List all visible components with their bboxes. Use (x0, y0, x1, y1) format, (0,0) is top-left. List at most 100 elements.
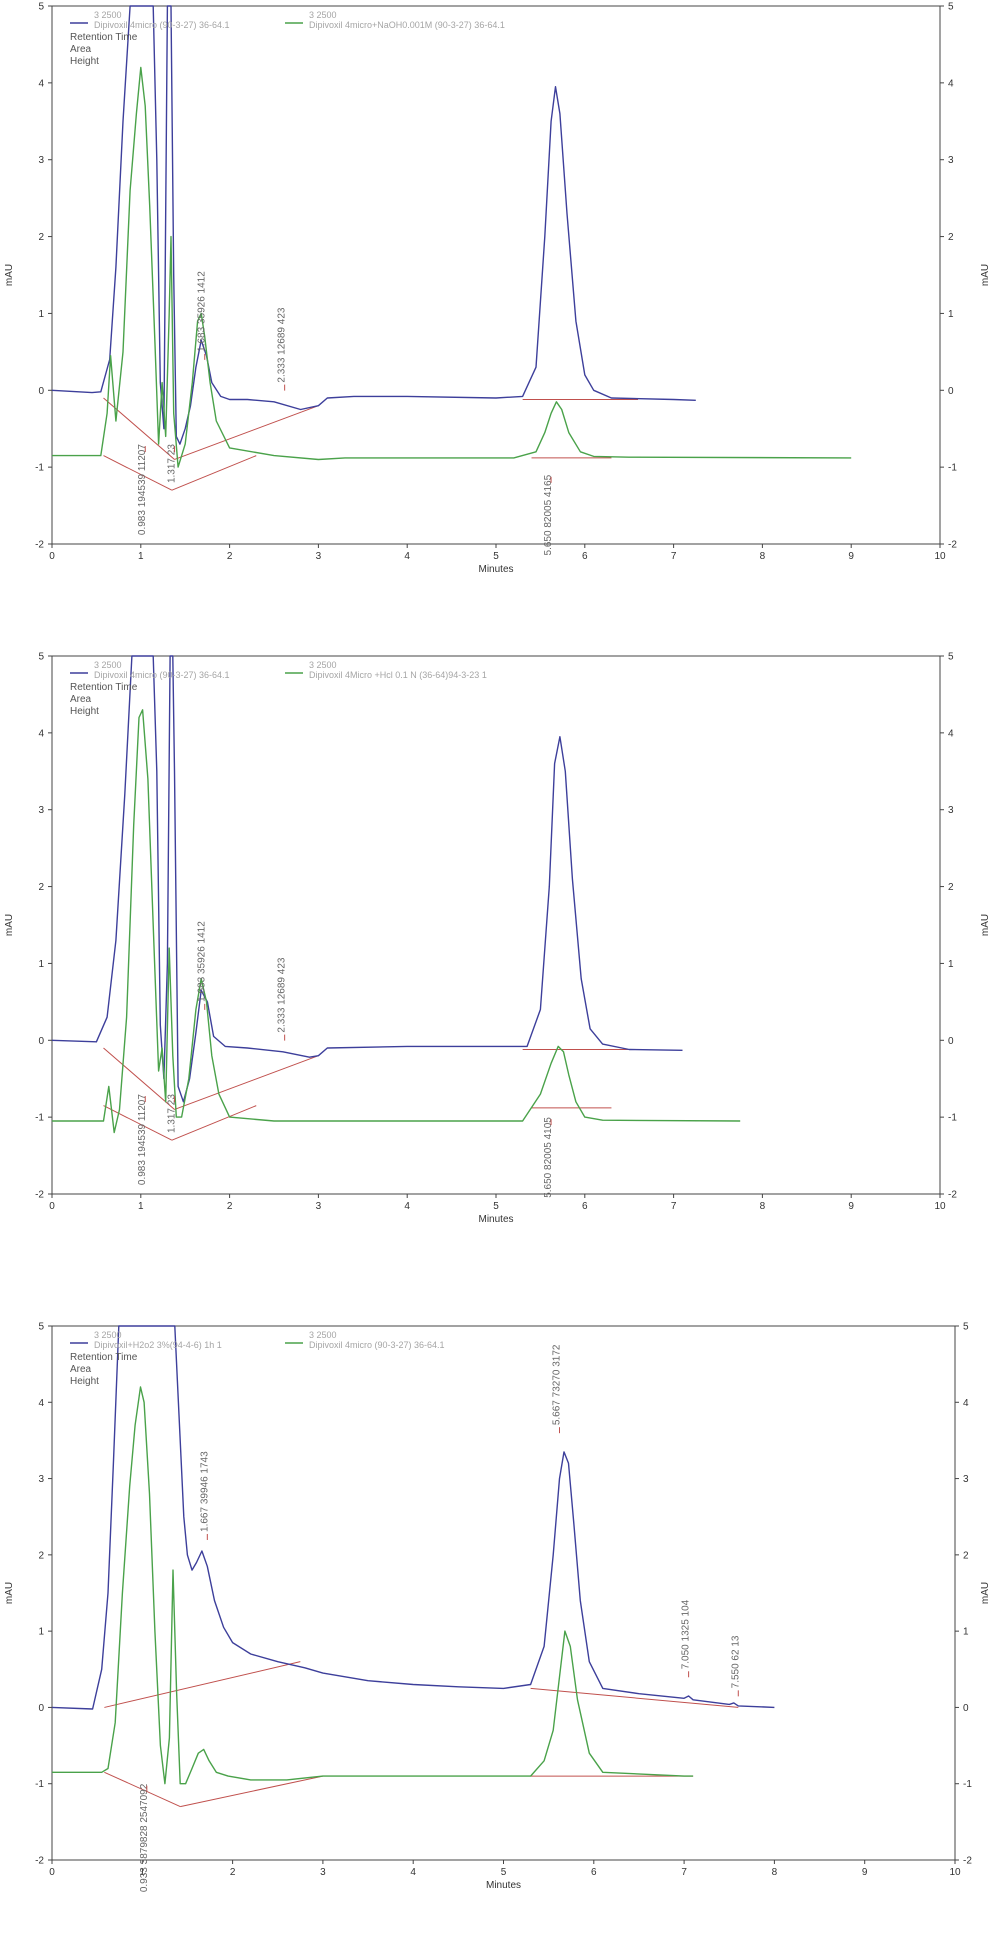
y-tick-label-left: -2 (35, 1190, 44, 1201)
legend-item-2: Area (70, 44, 92, 55)
legend-series-name-2: Dipivoxil 4micro (90-3-27) 36-64.1 (309, 1340, 445, 1350)
y-axis-title-right: mAU (980, 264, 991, 286)
x-tick-label: 2 (227, 1201, 233, 1212)
x-tick-label: 9 (862, 1867, 868, 1878)
peak-label-3: 1.683 35926 1412 (197, 271, 208, 352)
plot-frame (51, 5, 941, 545)
y-tick-label-right: -1 (948, 1113, 957, 1124)
x-tick-label: 5 (493, 551, 499, 562)
legend-wavelength-2: 3 2500 (309, 1330, 337, 1340)
x-tick-label: 6 (591, 1867, 597, 1878)
chromatogram-panel-3: 0 1 2 3 4 5 6 7 8 9 10 -2 -2 -1 -1 0 0 1 1 2 2 3 3 4 4 5 5 Minutes m… (0, 1310, 1000, 1950)
series-line-1 (51, 5, 696, 445)
y-axis-title-left: mAU (4, 914, 15, 936)
x-tick-label: 7 (681, 1867, 687, 1878)
y-axis-title-left: mAU (4, 1582, 15, 1604)
chromatogram-chart-2: 0 1 2 3 4 5 6 7 8 9 10-2 -2-1 -10 01 12 23 34 45 5Minutesm… (4, 652, 991, 1226)
y-tick-label-left: 3 (38, 155, 44, 166)
legend-item-3: Height (70, 1376, 99, 1387)
legend-item-3: Height (70, 706, 99, 717)
legend-item-1: Retention Time (70, 682, 138, 693)
legend-wavelength-2: 3 2500 (309, 10, 337, 20)
y-tick-label-right: 5 (948, 2, 954, 13)
integration-baseline (103, 1105, 173, 1141)
peak-label-4: 2.333 12689 423 (277, 307, 288, 383)
y-tick-label-right: 4 (948, 78, 954, 89)
integration-baseline (171, 1105, 257, 1141)
y-tick-label-left: -1 (35, 1779, 44, 1790)
legend-item-1: Retention Time (70, 32, 138, 43)
y-axis-title-right: mAU (980, 914, 991, 936)
y-axis-title-right: mAU (980, 1582, 991, 1604)
x-tick-label: 2 (230, 1867, 236, 1878)
integration-baseline (103, 1047, 175, 1110)
y-tick-label-right: -2 (963, 1856, 972, 1867)
y-tick-label-right: 3 (963, 1474, 969, 1485)
legend-series-name-1: Dipivoxil+H2o2 3%(94-4-6) 1h 1 (94, 1340, 222, 1350)
y-tick-label-left: 0 (38, 1036, 44, 1047)
x-tick-label: 8 (760, 551, 766, 562)
y-tick-label-right: 1 (948, 309, 954, 320)
integration-baseline (104, 1661, 301, 1708)
x-tick-label: 0 (49, 1867, 55, 1878)
legend-wavelength-1: 3 2500 (94, 660, 122, 670)
x-tick-label: 4 (404, 551, 410, 562)
integration-baseline (530, 1687, 739, 1708)
peak-label-3: 5.667 73270 3172 (551, 1344, 562, 1425)
x-tick-label: 10 (934, 551, 946, 562)
y-tick-label-left: 4 (38, 1398, 44, 1409)
x-tick-label: 10 (949, 1867, 961, 1878)
y-tick-label-right: 2 (963, 1550, 969, 1561)
y-tick-label-right: 4 (963, 1398, 969, 1409)
y-tick-label-right: 5 (963, 1322, 969, 1333)
y-tick-label-left: 5 (38, 1322, 44, 1333)
y-tick-label-right: -2 (948, 1190, 957, 1201)
x-tick-label: 7 (671, 1201, 677, 1212)
x-tick-label: 3 (320, 1867, 326, 1878)
y-tick-label-left: 2 (38, 882, 44, 893)
peak-label-2: 1.317 23 (167, 444, 178, 483)
y-tick-label-left: -2 (35, 1856, 44, 1867)
x-axis-title: Minutes (478, 1214, 513, 1225)
x-tick-label: 1 (138, 1201, 144, 1212)
y-tick-label-right: 2 (948, 882, 954, 893)
x-tick-label: 5 (501, 1867, 507, 1878)
y-tick-label-right: 3 (948, 155, 954, 166)
integration-baseline (174, 405, 319, 460)
x-tick-label: 4 (404, 1201, 410, 1212)
x-tick-label: 8 (772, 1867, 778, 1878)
chromatogram-panel-1: 0 1 2 3 4 5 6 7 8 9 10 -2 -2 -1 -1 0 0 1 1 2 2 3 3 4 4 5 5 Minutes m… (0, 0, 1000, 640)
x-tick-label: 9 (848, 1201, 854, 1212)
y-tick-label-right: -1 (948, 463, 957, 474)
series-line-2 (52, 1386, 694, 1785)
y-tick-label-right: 1 (948, 959, 954, 970)
integration-baseline (180, 1775, 324, 1808)
y-tick-label-left: -1 (35, 463, 44, 474)
x-tick-label: 6 (582, 1201, 588, 1212)
y-tick-label-left: 1 (38, 309, 44, 320)
peak-label-3: 1.683 35926 1412 (197, 921, 208, 1002)
peak-label-2: 1.317 23 (167, 1094, 178, 1133)
series-line-1 (51, 655, 683, 1103)
legend-wavelength-2: 3 2500 (309, 660, 337, 670)
plot-frame (51, 655, 941, 1195)
x-tick-label: 5 (493, 1201, 499, 1212)
legend-series-name-2: Dipivoxil 4Micro +Hcl 0.1 N (36-64)94-3-… (309, 670, 487, 680)
x-tick-label: 7 (671, 551, 677, 562)
y-tick-label-left: 2 (38, 232, 44, 243)
y-tick-label-right: 2 (948, 232, 954, 243)
y-tick-label-left: 2 (38, 1550, 44, 1561)
x-tick-label: 1 (140, 1867, 146, 1878)
y-tick-label-left: -2 (35, 540, 44, 551)
legend-item-2: Area (70, 694, 92, 705)
y-axis-title-left: mAU (4, 264, 15, 286)
x-tick-label: 9 (848, 551, 854, 562)
y-tick-label-left: 0 (38, 386, 44, 397)
chromatogram-chart-1: 0 1 2 3 4 5 6 7 8 9 10-2 -2-1 -10 01 12 23 34 45 5Minutesm… (4, 2, 991, 576)
peak-label-5: 7.550 62 13 (730, 1635, 741, 1688)
integration-baseline (104, 1771, 181, 1808)
chromatogram-panel-2: 0 1 2 3 4 5 6 7 8 9 10 -2 -2 -1 -1 0 0 1 1 2 2 3 3 4 4 5 5 Minutes m… (0, 650, 1000, 1290)
y-tick-label-left: 3 (38, 805, 44, 816)
series-line-2 (52, 66, 852, 468)
x-tick-label: 3 (316, 1201, 322, 1212)
